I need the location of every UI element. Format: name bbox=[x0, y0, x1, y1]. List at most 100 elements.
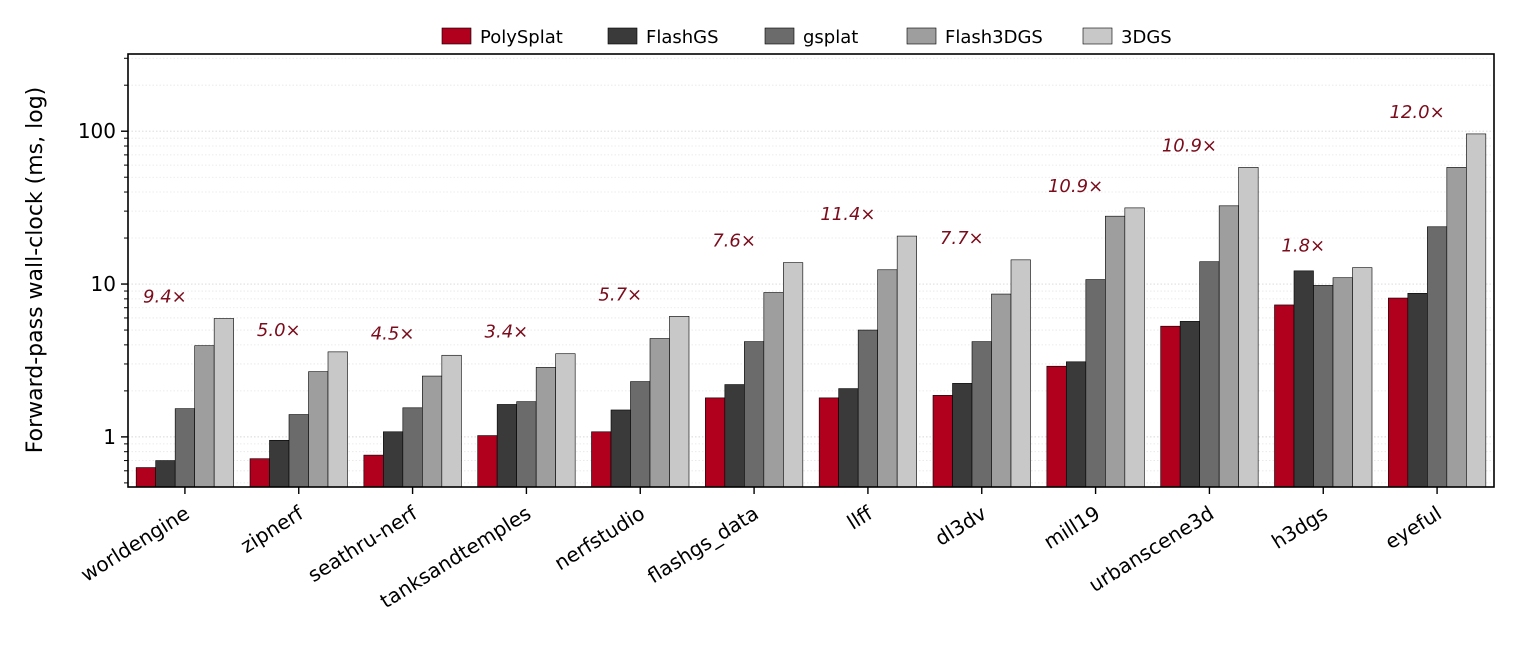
legend-swatch bbox=[1082, 27, 1113, 45]
bar-gsplat-zipnerf bbox=[288, 414, 309, 488]
bar-polysplat-nerfstudio bbox=[591, 431, 612, 488]
bar-flash3dgs-urbanscene3d bbox=[1218, 205, 1239, 488]
bars bbox=[135, 133, 1487, 488]
legend-swatch bbox=[607, 27, 638, 45]
legend-label: PolySplat bbox=[480, 27, 563, 48]
speedup-label: 5.7× bbox=[598, 284, 642, 305]
legend-label: gsplat bbox=[803, 27, 858, 48]
bar-polysplat-dl3dv bbox=[932, 395, 953, 488]
legend-swatch bbox=[441, 27, 472, 45]
bar-flashgs-dl3dv bbox=[952, 383, 973, 488]
plot-frame bbox=[127, 53, 1495, 488]
legend-swatch bbox=[764, 27, 795, 45]
speedup-label: 11.4× bbox=[820, 204, 875, 225]
legend: PolySplat FlashGS gsplat Flash3DGS 3DGS bbox=[441, 27, 1172, 48]
speedup-label: 9.4× bbox=[143, 287, 187, 308]
bar-flashgs-h3dgs bbox=[1293, 270, 1314, 488]
bar-polysplat-h3dgs bbox=[1274, 304, 1295, 488]
speedup-annotations: 9.4× 5.0× 4.5× 3.4× 5.7× 7.6× 11.4× 7.7× 10.9× 10… bbox=[143, 102, 1445, 344]
x-tick-label: dl3dv bbox=[931, 501, 991, 551]
y-axis-title: Forward-pass wall-clock (ms, log) bbox=[23, 87, 48, 454]
bar-flash3dgs-zipnerf bbox=[308, 371, 329, 488]
bar-polysplat-flashgs_data bbox=[705, 397, 726, 488]
speedup-label: 7.6× bbox=[712, 231, 756, 252]
bar-flashgs-eyeful bbox=[1407, 292, 1428, 488]
x-tick-label: llff bbox=[843, 500, 878, 534]
speedup-label: 10.9× bbox=[1048, 176, 1103, 197]
bar-flash3dgs-worldengine bbox=[194, 345, 215, 488]
grid-lines bbox=[128, 57, 1494, 484]
bar-3dgs-worldengine bbox=[213, 318, 234, 488]
legend-label: 3DGS bbox=[1121, 27, 1172, 48]
legend-label: Flash3DGS bbox=[945, 27, 1043, 48]
bar-gsplat-dl3dv bbox=[971, 341, 992, 488]
bar-gsplat-eyeful bbox=[1427, 226, 1448, 488]
bar-flash3dgs-mill19 bbox=[1105, 215, 1126, 488]
y-tick-label: 1 bbox=[103, 425, 116, 449]
speedup-label: 10.9× bbox=[1162, 135, 1217, 156]
bar-3dgs-h3dgs bbox=[1352, 267, 1373, 488]
bar-gsplat-worldengine bbox=[174, 408, 195, 488]
bar-flashgs-zipnerf bbox=[269, 439, 290, 488]
bar-3dgs-seathru-nerf bbox=[441, 354, 462, 488]
bar-polysplat-eyeful bbox=[1388, 297, 1409, 488]
bar-polysplat-seathru-nerf bbox=[363, 454, 384, 488]
bar-flash3dgs-tanksandtemples bbox=[535, 367, 556, 488]
bar-flashgs-flashgs_data bbox=[724, 384, 745, 488]
bar-flash3dgs-eyeful bbox=[1446, 167, 1467, 488]
bar-flash3dgs-llff bbox=[877, 269, 898, 488]
bar-flashgs-mill19 bbox=[1066, 361, 1087, 488]
bar-gsplat-nerfstudio bbox=[630, 381, 651, 488]
y-tick-label: 100 bbox=[78, 119, 116, 143]
speedup-label: 5.0× bbox=[257, 320, 301, 341]
bar-gsplat-tanksandtemples bbox=[516, 401, 537, 488]
x-tick-label: worldengine bbox=[76, 501, 193, 587]
bar-gsplat-mill19 bbox=[1085, 279, 1106, 488]
x-tick-label: h3dgs bbox=[1267, 501, 1332, 554]
bar-flash3dgs-seathru-nerf bbox=[422, 375, 443, 488]
bar-3dgs-zipnerf bbox=[327, 351, 348, 488]
bar-flashgs-seathru-nerf bbox=[383, 431, 404, 488]
bar-gsplat-flashgs_data bbox=[744, 341, 765, 488]
bar-3dgs-nerfstudio bbox=[669, 316, 690, 488]
x-tick-label: urbanscene3d bbox=[1084, 501, 1218, 597]
bar-flash3dgs-h3dgs bbox=[1332, 277, 1353, 488]
bar-flash3dgs-flashgs_data bbox=[763, 292, 784, 488]
bar-3dgs-urbanscene3d bbox=[1238, 167, 1259, 488]
bar-polysplat-mill19 bbox=[1046, 365, 1067, 488]
legend-swatch bbox=[906, 27, 937, 45]
x-axis: worldengine zipnerfseathru-nerftanksandte… bbox=[76, 487, 1446, 613]
bar-flash3dgs-dl3dv bbox=[991, 293, 1012, 488]
bar-3dgs-flashgs_data bbox=[783, 262, 804, 488]
bar-polysplat-llff bbox=[818, 397, 839, 488]
x-tick-label: nerfstudio bbox=[550, 501, 649, 575]
speedup-label: 12.0× bbox=[1389, 102, 1444, 123]
speedup-label: 7.7× bbox=[940, 228, 984, 249]
bar-flashgs-llff bbox=[838, 388, 859, 488]
x-tick-label: zipnerf bbox=[236, 500, 308, 557]
bar-3dgs-tanksandtemples bbox=[555, 353, 576, 488]
speedup-label: 4.5× bbox=[371, 323, 415, 344]
bar-gsplat-seathru-nerf bbox=[402, 407, 423, 488]
x-tick-label: eyeful bbox=[1381, 501, 1446, 554]
legend-label: FlashGS bbox=[646, 27, 719, 48]
x-tick-label: mill19 bbox=[1039, 501, 1104, 554]
x-tick-label: flashgs_data bbox=[643, 501, 763, 588]
bar-gsplat-h3dgs bbox=[1313, 285, 1334, 488]
bar-flash3dgs-nerfstudio bbox=[649, 338, 670, 488]
bar-flashgs-nerfstudio bbox=[610, 409, 631, 488]
bar-polysplat-urbanscene3d bbox=[1160, 325, 1181, 488]
bar-3dgs-mill19 bbox=[1124, 207, 1145, 488]
y-axis: 1 10 100 bbox=[78, 57, 128, 484]
bar-gsplat-urbanscene3d bbox=[1199, 261, 1220, 488]
bar-polysplat-worldengine bbox=[135, 467, 156, 488]
speedup-label: 1.8× bbox=[1281, 236, 1325, 257]
bar-flashgs-urbanscene3d bbox=[1179, 321, 1200, 488]
bar-flashgs-worldengine bbox=[155, 460, 176, 488]
y-tick-label: 10 bbox=[91, 272, 116, 296]
bar-polysplat-zipnerf bbox=[249, 458, 270, 488]
bar-polysplat-tanksandtemples bbox=[477, 435, 498, 488]
bar-3dgs-llff bbox=[896, 235, 917, 488]
bar-flashgs-tanksandtemples bbox=[496, 404, 517, 488]
